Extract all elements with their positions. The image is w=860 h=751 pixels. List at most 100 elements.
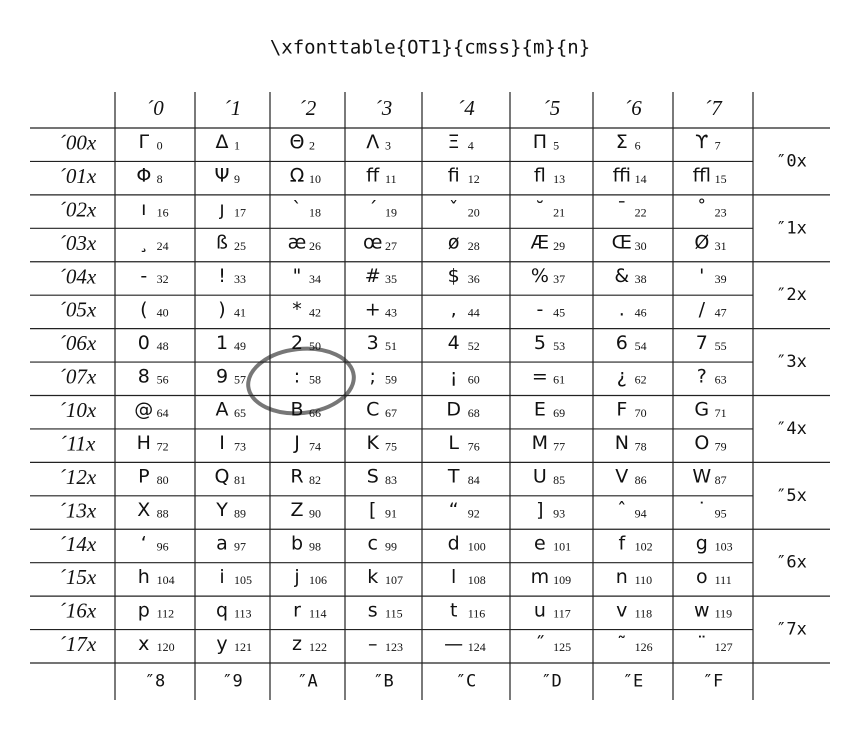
char-code: 72	[157, 439, 169, 453]
glyph: )	[218, 298, 225, 320]
char-code: 108	[468, 573, 486, 587]
glyph: e	[534, 532, 546, 554]
char-code: 58	[309, 373, 321, 387]
char-code: 115	[385, 607, 403, 621]
row-group-label: ″0x	[776, 151, 807, 171]
glyph: I	[219, 432, 225, 454]
char-code: 75	[385, 439, 397, 453]
char-code: 0	[157, 138, 163, 152]
char-code: 106	[309, 573, 327, 587]
glyph: C	[366, 399, 379, 421]
glyph: X	[137, 499, 150, 521]
glyph: ˇ	[449, 198, 459, 220]
char-code: 118	[635, 607, 653, 621]
char-code: 120	[157, 640, 175, 654]
char-code: 2	[309, 138, 315, 152]
char-code: 73	[234, 439, 246, 453]
glyph: v	[616, 599, 627, 621]
glyph: U	[533, 466, 547, 488]
glyph: +	[365, 298, 381, 320]
glyph: ¯	[617, 198, 627, 220]
glyph: m	[531, 566, 550, 588]
char-code: 21	[553, 205, 565, 219]
char-code: 18	[309, 205, 321, 219]
glyph: r	[293, 599, 301, 621]
char-code: 62	[635, 373, 647, 387]
char-code: 112	[157, 607, 175, 621]
char-code: 97	[234, 540, 246, 554]
char-code: 46	[635, 306, 647, 320]
glyph: 3	[367, 332, 379, 354]
glyph: "	[293, 265, 302, 287]
glyph: ffl	[693, 165, 711, 187]
char-code: 64	[157, 406, 169, 420]
char-code: 122	[309, 640, 327, 654]
char-code: 79	[715, 439, 727, 453]
char-code: 5	[553, 138, 559, 152]
glyph: 4	[448, 332, 460, 354]
char-code: 113	[234, 607, 252, 621]
glyph: œ	[363, 232, 382, 254]
char-code: 51	[385, 339, 397, 353]
char-code: 98	[309, 540, 321, 554]
char-code: 71	[715, 406, 727, 420]
glyph: $	[448, 265, 460, 287]
row-group-label: ″3x	[776, 352, 807, 372]
char-code: 44	[468, 306, 480, 320]
glyph: ˜	[617, 633, 627, 655]
char-code: 90	[309, 506, 321, 520]
row-label: ´06x	[59, 331, 97, 355]
glyph: ˚	[697, 198, 707, 220]
row-label: ´00x	[59, 131, 97, 155]
glyph: o	[696, 566, 708, 588]
glyph: &	[614, 265, 629, 287]
glyph: !	[218, 265, 226, 287]
char-code: 69	[553, 406, 565, 420]
char-code: 53	[553, 339, 565, 353]
glyph: ˘	[535, 198, 545, 220]
char-code: 86	[635, 473, 647, 487]
char-code: 32	[157, 272, 169, 286]
glyph: ¨	[697, 633, 707, 655]
char-code: 91	[385, 506, 397, 520]
column-footer: ″D	[541, 672, 561, 692]
glyph: a	[216, 532, 228, 554]
char-code: 28	[468, 239, 480, 253]
column-footer: ″E	[623, 672, 643, 692]
char-code: 31	[715, 239, 727, 253]
char-code: 125	[553, 640, 571, 654]
char-code: 104	[157, 573, 175, 587]
glyph: Z	[290, 499, 303, 521]
char-code: 116	[468, 607, 486, 621]
glyph: æ	[288, 232, 307, 254]
char-code: 67	[385, 406, 397, 420]
char-code: 10	[309, 172, 321, 186]
char-code: 124	[468, 640, 486, 654]
glyph: ‘	[141, 532, 147, 554]
char-code: 48	[157, 339, 169, 353]
row-label: ´17x	[59, 632, 97, 656]
glyph: 6	[616, 332, 628, 354]
row-group-label: ″4x	[776, 419, 807, 439]
char-code: 23	[715, 205, 727, 219]
char-code: 117	[553, 607, 571, 621]
char-code: 56	[157, 373, 169, 387]
char-code: 45	[553, 306, 565, 320]
glyph: L	[448, 432, 459, 454]
column-header: ´0	[146, 96, 164, 120]
char-code: 88	[157, 506, 169, 520]
glyph: x	[138, 633, 149, 655]
glyph: 5	[534, 332, 546, 354]
char-code: 63	[715, 373, 727, 387]
glyph: ˆ	[617, 499, 627, 521]
glyph: V	[615, 466, 628, 488]
glyph: Φ	[136, 165, 151, 187]
glyph: ß	[216, 232, 228, 254]
char-code: 103	[715, 540, 733, 554]
char-code: 96	[157, 540, 169, 554]
glyph: #	[365, 265, 381, 287]
char-code: 36	[468, 272, 480, 286]
glyph: ø	[448, 232, 460, 254]
char-code: 37	[553, 272, 565, 286]
glyph: i	[219, 566, 224, 588]
